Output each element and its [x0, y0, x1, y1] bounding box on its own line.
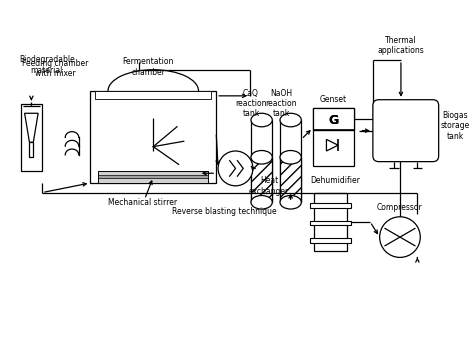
Text: Genset: Genset [319, 95, 347, 104]
Bar [95, 91, 211, 99]
Circle shape [380, 217, 420, 257]
Text: Fermentation
chamber: Fermentation chamber [123, 57, 174, 77]
Text: Thermal
applications: Thermal applications [378, 36, 424, 55]
Bar [98, 175, 209, 178]
Text: G: G [328, 114, 338, 127]
Bar [91, 91, 216, 183]
Bar [251, 120, 272, 202]
FancyBboxPatch shape [373, 100, 438, 162]
Bar [280, 157, 301, 202]
Text: Dehumidifier: Dehumidifier [310, 177, 360, 186]
Bar [313, 108, 354, 166]
Bar [314, 192, 347, 251]
Text: Feeding chamber
with mixer: Feeding chamber with mixer [22, 59, 89, 78]
Circle shape [218, 151, 253, 186]
Bar [98, 171, 209, 183]
Ellipse shape [251, 151, 272, 164]
Ellipse shape [280, 196, 301, 209]
Bar [280, 120, 301, 202]
Bar [310, 238, 351, 243]
Text: Reverse blasting technique: Reverse blasting technique [172, 208, 276, 217]
Text: Heat
exchanger: Heat exchanger [249, 176, 289, 196]
Text: Mechanical stirrer: Mechanical stirrer [108, 198, 177, 207]
Text: Biodegradable
material: Biodegradable material [19, 55, 74, 75]
Text: NaOH
reaction
tank: NaOH reaction tank [265, 89, 297, 118]
Ellipse shape [280, 151, 301, 164]
Bar [29, 142, 33, 157]
Text: G: G [328, 114, 338, 127]
Text: Biogas
storage
tank: Biogas storage tank [441, 111, 470, 141]
Bar [310, 203, 351, 208]
Text: CaQ
reaction
tank: CaQ reaction tank [235, 89, 267, 118]
Ellipse shape [251, 196, 272, 209]
Bar [310, 221, 351, 226]
Ellipse shape [280, 113, 301, 127]
Bar [251, 157, 272, 202]
Text: Compressor: Compressor [377, 203, 423, 212]
Ellipse shape [251, 113, 272, 127]
Bar [313, 108, 354, 130]
Polygon shape [25, 113, 38, 142]
Polygon shape [327, 139, 338, 151]
Bar [21, 104, 42, 171]
